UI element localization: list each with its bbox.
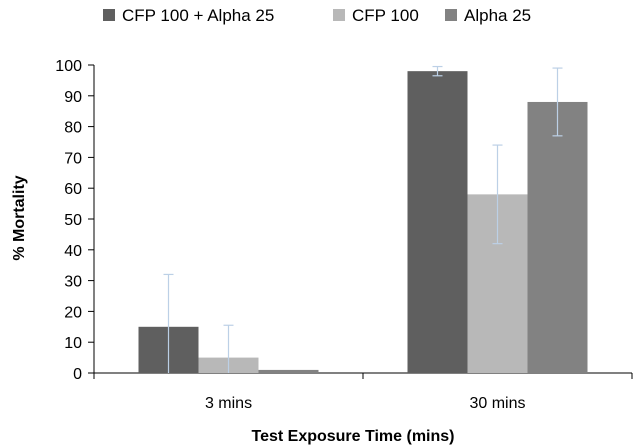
y-tick-label: 50 [64,212,82,229]
legend-swatch [103,9,115,21]
legend-label: CFP 100 + Alpha 25 [122,6,274,25]
x-tick-label: 3 mins [205,395,252,412]
y-tick-label: 0 [73,366,82,383]
legend-swatch [445,9,457,21]
x-axis-title: Test Exposure Time (mins) [251,428,454,445]
y-tick-label: 10 [64,335,82,352]
y-tick-label: 30 [64,274,82,291]
y-axis: 0 10 20 30 40 50 60 70 80 90 100 [55,58,95,383]
error-bars [163,65,563,373]
bar [407,71,468,373]
y-axis-title: % Mortality [11,175,28,260]
x-axis: 3 mins 30 mins [93,372,633,412]
bar [258,369,319,373]
y-tick-label: 100 [55,58,82,75]
y-tick-label: 60 [64,181,82,198]
bars [138,71,588,374]
legend: CFP 100 + Alpha 25 CFP 100 Alpha 25 [103,6,531,25]
y-tick-label: 20 [64,304,82,321]
legend-swatch [333,9,345,21]
y-tick-label: 90 [64,89,82,106]
x-tick-label: 30 mins [469,395,525,412]
y-tick-label: 80 [64,120,82,137]
bar [527,101,588,374]
legend-label: CFP 100 [352,6,419,25]
y-tick-label: 40 [64,243,82,260]
y-tick-label: 70 [64,150,82,167]
legend-label: Alpha 25 [464,6,531,25]
